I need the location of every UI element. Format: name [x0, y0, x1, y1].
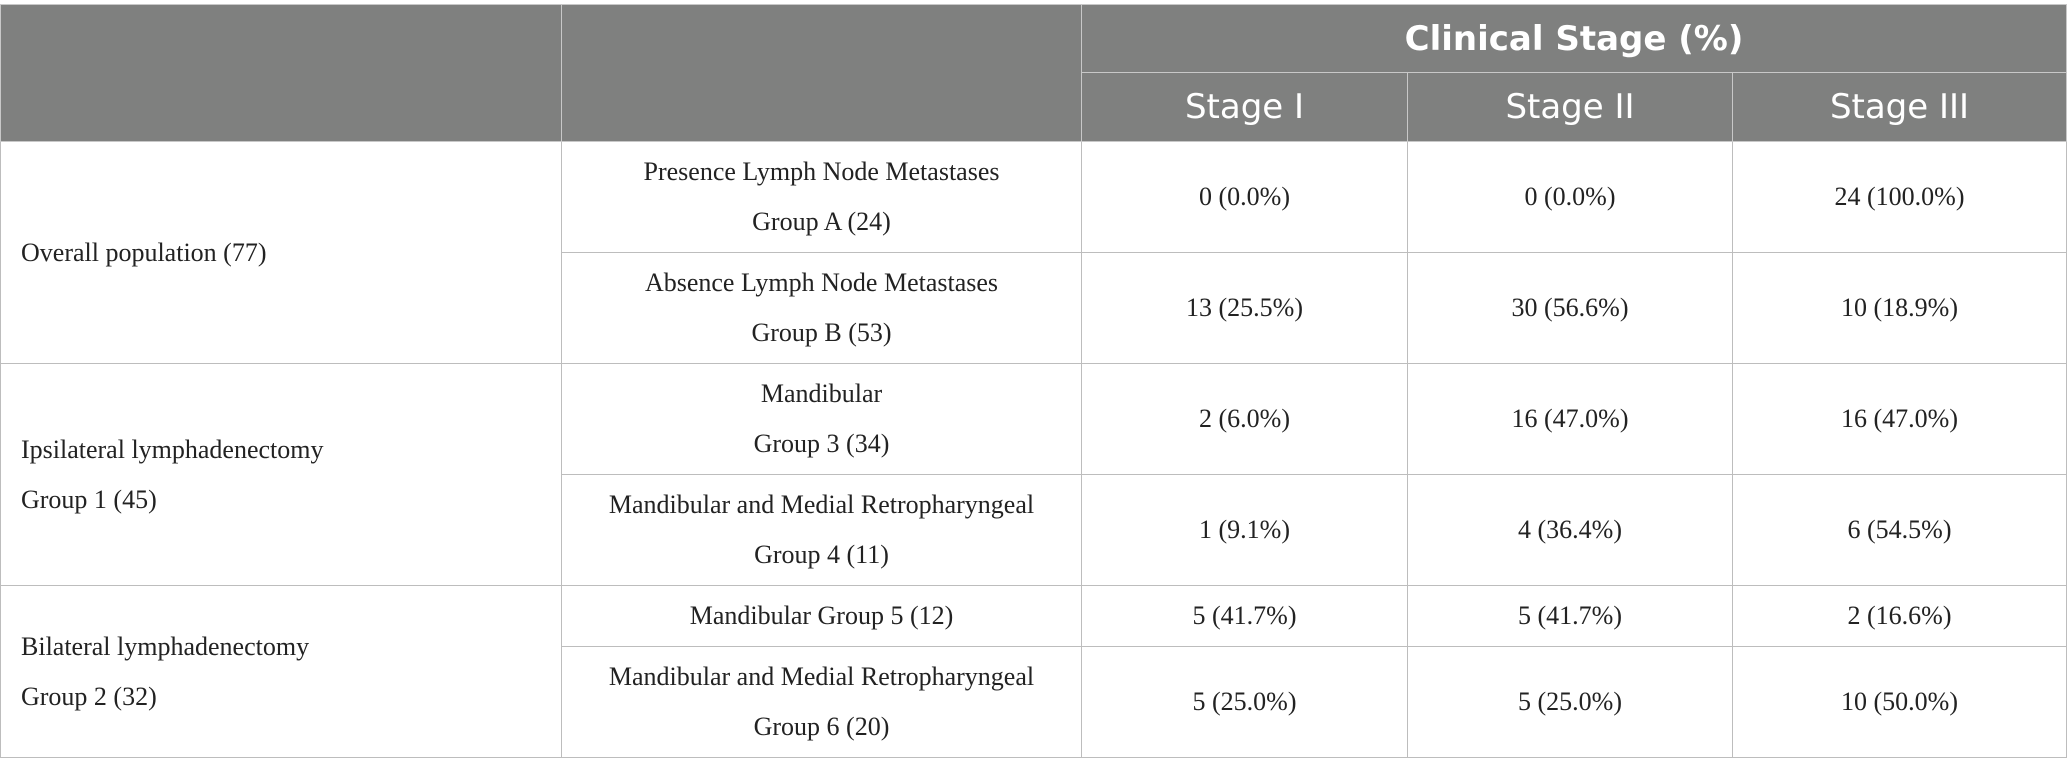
clinical-stage-header: Clinical Stage (%) [1080, 4, 2067, 73]
stage-ii-value: 16 (47.0%) [1407, 363, 1733, 475]
stage-iii-value: 2 (16.6%) [1731, 585, 2067, 647]
subgroup-label: Presence Lymph Node Metastases Group A (… [561, 141, 1082, 253]
table-row: Mandibular and Medial Retropharyngeal Gr… [1, 646, 2067, 758]
stage-iii-header: Stage III [1731, 72, 2067, 142]
section-label-line: Group 1 (45) [21, 484, 157, 514]
stage-i-value: 1 (9.1%) [1081, 474, 1408, 586]
stage-i-value: 13 (25.5%) [1081, 252, 1408, 364]
subgroup-label: Absence Lymph Node Metastases Group B (5… [561, 252, 1082, 364]
stage-i-value: 0 (0.0%) [1081, 141, 1408, 253]
subgroup-label: Mandibular and Medial Retropharyngeal Gr… [561, 646, 1082, 758]
subgroup-label-line: Group 4 (11) [754, 540, 889, 569]
table-row: Overall population (77) Presence Lymph N… [0, 141, 2067, 364]
subgroup-label-line: Group 6 (20) [753, 712, 890, 741]
subgroup-label-line: Mandibular and Medial Retropharyngeal [608, 662, 1035, 691]
stage-iii-value: 24 (100.0%) [1731, 141, 2067, 253]
stage-iii-value: 10 (18.9%) [1731, 252, 2067, 364]
stage-ii-value: 30 (56.6%) [1407, 252, 1733, 364]
section-label-ipsilateral-lymphadenectomy: Ipsilateral lymphadenectomy Group 1 (45) [0, 363, 562, 586]
stage-i-value: 5 (25.0%) [1081, 646, 1408, 758]
subgroup-label-line: Mandibular [760, 379, 883, 408]
stage-iii-value: 10 (50.0%) [1731, 646, 2067, 758]
section-label-overall-population: Overall population (77) [0, 141, 562, 364]
subgroup-label-line: Mandibular and Medial Retropharyngeal [608, 490, 1035, 519]
table-row: Absence Lymph Node Metastases Group B (5… [1, 252, 2067, 364]
subgroup-label-line: Absence Lymph Node Metastases [644, 268, 999, 297]
subgroup-label-line: Group A (24) [752, 207, 891, 236]
stage-iii-value: 6 (54.5%) [1731, 474, 2067, 586]
stage-iii-value: 16 (47.0%) [1731, 363, 2067, 475]
subgroup-label: Mandibular Group 3 (34) [561, 363, 1082, 475]
table-row: Bilateral lymphadenectomy Group 2 (32) M… [0, 585, 2067, 758]
section-label-line: Overall population (77) [21, 237, 267, 267]
subgroup-label-line: Group 3 (34) [753, 429, 890, 458]
subgroup-label-line: Group B (53) [751, 318, 892, 347]
stage-ii-value: 5 (41.7%) [1407, 585, 1733, 647]
clinical-stage-table: Clinical Stage (%) Stage I Stage II Stag… [0, 4, 2067, 758]
stage-ii-header: Stage II [1407, 72, 1733, 142]
stage-i-header: Stage I [1081, 72, 1408, 142]
table-body: Overall population (77) Presence Lymph N… [0, 141, 2067, 758]
section-label-line: Bilateral lymphadenectomy [21, 631, 310, 661]
table-header: Clinical Stage (%) Stage I Stage II Stag… [0, 4, 2067, 142]
subgroup-label-line: Presence Lymph Node Metastases [643, 157, 1000, 186]
section-label-line: Group 2 (32) [21, 681, 157, 711]
table-row: Ipsilateral lymphadenectomy Group 1 (45)… [0, 363, 2067, 586]
header-empty-cell-1 [0, 4, 562, 142]
subgroup-label-line: Mandibular Group 5 (12) [689, 601, 954, 630]
stage-ii-value: 0 (0.0%) [1407, 141, 1733, 253]
stage-i-value: 2 (6.0%) [1081, 363, 1408, 475]
header-empty-cell-2 [561, 4, 1082, 142]
stage-ii-value: 5 (25.0%) [1407, 646, 1733, 758]
subgroup-label: Mandibular and Medial Retropharyngeal Gr… [561, 474, 1082, 586]
subgroup-label: Mandibular Group 5 (12) [561, 585, 1082, 647]
section-label-bilateral-lymphadenectomy: Bilateral lymphadenectomy Group 2 (32) [0, 585, 562, 758]
table-row: Mandibular and Medial Retropharyngeal Gr… [1, 474, 2067, 586]
stage-ii-value: 4 (36.4%) [1407, 474, 1733, 586]
stage-i-value: 5 (41.7%) [1081, 585, 1408, 647]
section-label-line: Ipsilateral lymphadenectomy [21, 434, 324, 464]
